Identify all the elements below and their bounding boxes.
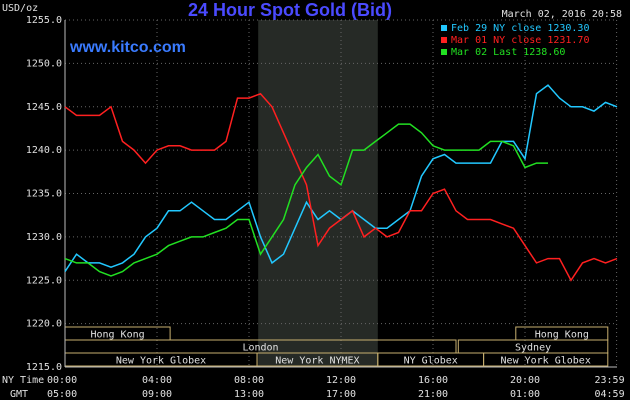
session-label: London bbox=[242, 343, 278, 354]
series-line bbox=[64, 92, 618, 282]
x-tick-label: 20:00 bbox=[510, 375, 540, 386]
timestamp: March 02, 2016 20:58 bbox=[502, 9, 622, 20]
session-label: Hong Kong bbox=[90, 330, 144, 341]
x-axis-label: NY Time bbox=[2, 375, 44, 386]
y-tick-label: 1220.0 bbox=[26, 319, 62, 330]
session-label: Sydney bbox=[515, 343, 551, 354]
y-tick-label: 1250.0 bbox=[26, 58, 62, 69]
y-tick-label: 1240.0 bbox=[26, 145, 62, 156]
x2-tick-label: 05:00 bbox=[47, 389, 77, 400]
session-box bbox=[483, 352, 609, 367]
y-tick-label: 1215.0 bbox=[26, 362, 62, 373]
x-tick-label: 23:59 bbox=[594, 375, 624, 386]
x2-tick-label: 04:59 bbox=[594, 389, 624, 400]
series-line bbox=[64, 123, 548, 277]
session-label: NY Globex bbox=[404, 356, 458, 367]
session-label: New York NYMEX bbox=[275, 356, 359, 367]
chart-title: 24 Hour Spot Gold (Bid) bbox=[188, 0, 392, 20]
y-tick-label: 1235.0 bbox=[26, 189, 62, 200]
session-label: New York Globex bbox=[116, 356, 206, 367]
y-tick-label: 1225.0 bbox=[26, 275, 62, 286]
x2-tick-label: 01:00 bbox=[510, 389, 540, 400]
legend-swatch bbox=[441, 37, 447, 43]
legend-label: Mar 02 Last 1238.60 bbox=[451, 47, 565, 58]
x2-tick-label: 09:00 bbox=[142, 389, 172, 400]
session-label: New York Globex bbox=[501, 356, 591, 367]
x2-tick-label: 21:00 bbox=[418, 389, 448, 400]
x-tick-label: 00:00 bbox=[47, 375, 77, 386]
x-tick-label: 04:00 bbox=[142, 375, 172, 386]
legend-swatch bbox=[441, 25, 447, 31]
y-axis-label: USD/oz bbox=[2, 3, 38, 14]
session-label: Hong Kong bbox=[535, 330, 589, 341]
legend-label: Feb 29 NY close 1230.30 bbox=[451, 23, 589, 34]
x2-axis-label: GMT bbox=[10, 389, 28, 400]
website: www.kitco.com bbox=[69, 39, 186, 56]
x2-tick-label: 13:00 bbox=[234, 389, 264, 400]
y-tick-label: 1255.0 bbox=[26, 15, 62, 26]
x2-tick-label: 17:00 bbox=[326, 389, 356, 400]
x-tick-label: 08:00 bbox=[234, 375, 264, 386]
legend-swatch bbox=[441, 49, 447, 55]
y-tick-label: 1230.0 bbox=[26, 232, 62, 243]
legend-label: Mar 01 NY close 1231.70 bbox=[451, 35, 589, 46]
x-tick-label: 16:00 bbox=[418, 375, 448, 386]
x-tick-label: 12:00 bbox=[326, 375, 356, 386]
y-tick-label: 1245.0 bbox=[26, 102, 62, 113]
